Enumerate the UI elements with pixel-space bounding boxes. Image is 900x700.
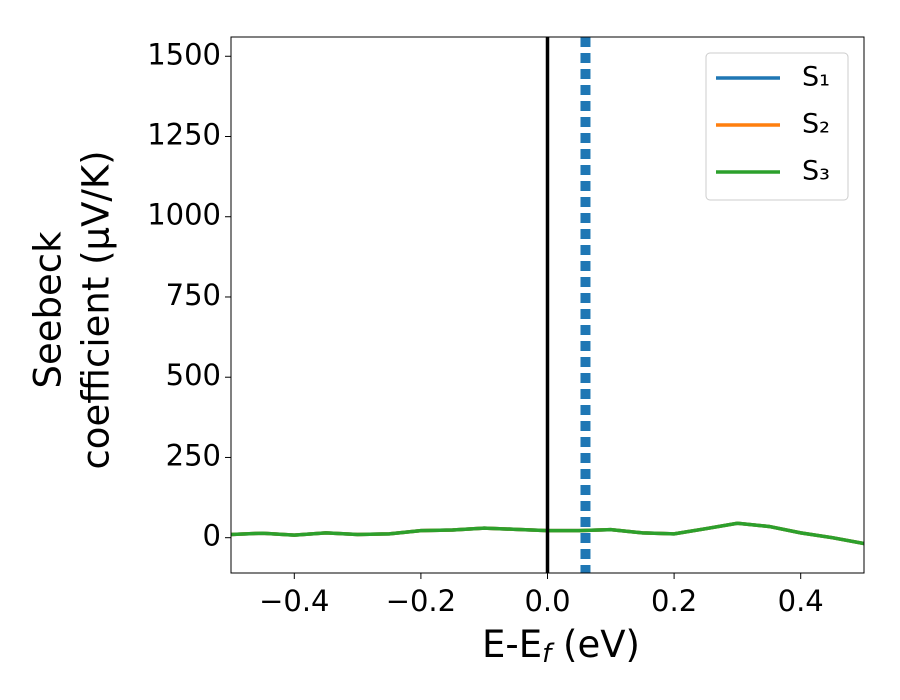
y-tick-label: 1500	[147, 37, 221, 71]
x-tick-label: −0.4	[259, 584, 329, 618]
x-axis-label: E-Ef (eV)	[482, 623, 640, 669]
legend-label: S₂	[802, 109, 830, 140]
y-tick-label: 1000	[147, 198, 221, 232]
y-axis-label: Seebeck	[27, 231, 70, 389]
y-tick-label: 250	[166, 438, 221, 472]
legend-label: S₁	[802, 62, 830, 93]
plot-frame	[230, 36, 865, 574]
y-tick-label: 750	[166, 278, 221, 312]
legend-label: S₃	[802, 156, 830, 187]
x-tick-label: 0.4	[778, 584, 824, 618]
y-tick-label: 500	[166, 358, 221, 392]
y-axis-label: coefficient (μV/K)	[75, 150, 118, 469]
x-tick-label: 0.2	[651, 584, 697, 618]
x-tick-label: −0.2	[386, 584, 456, 618]
x-tick-label: 0.0	[524, 584, 570, 618]
y-tick-label: 1250	[147, 117, 221, 151]
y-tick-label: 0	[203, 519, 221, 553]
